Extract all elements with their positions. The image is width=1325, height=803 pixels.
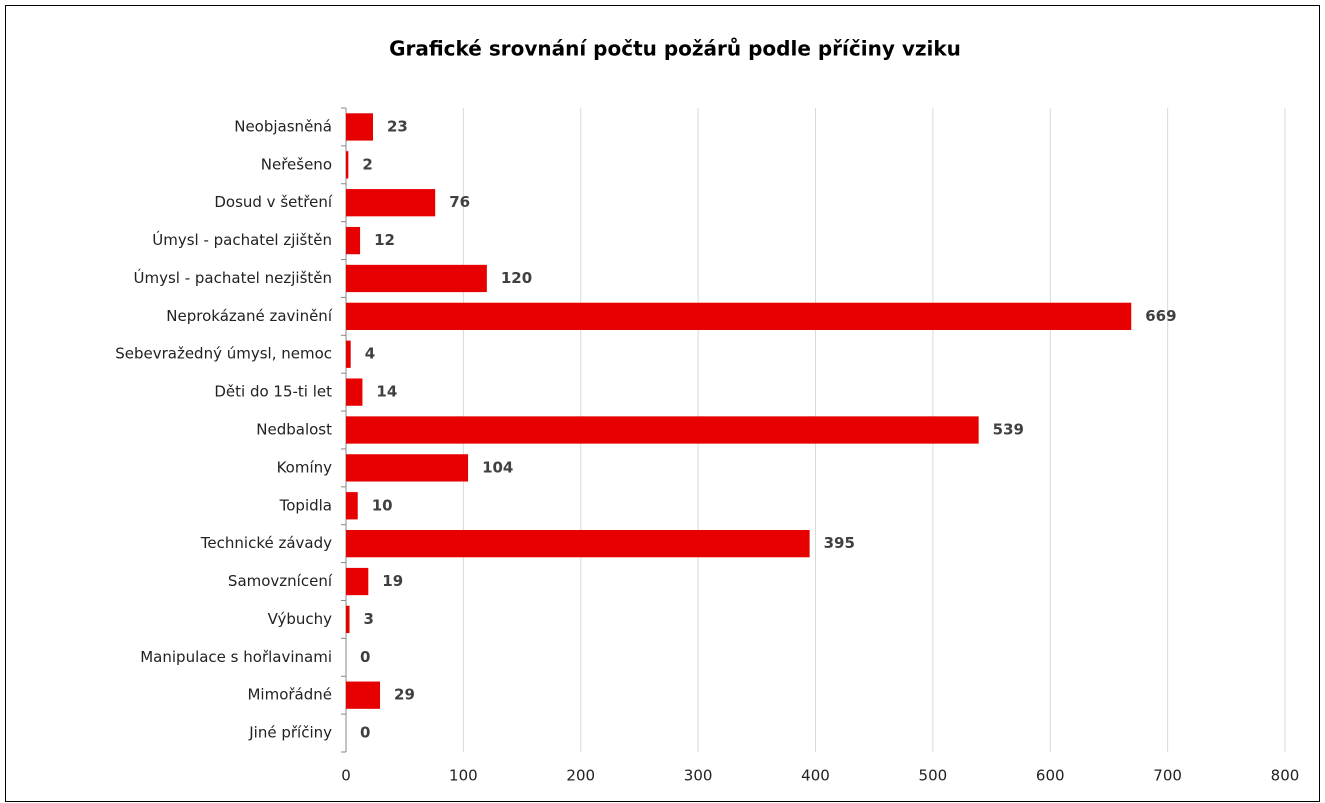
- value-label: 23: [387, 117, 408, 135]
- value-label: 10: [372, 496, 393, 514]
- chart-frame: [5, 5, 1320, 802]
- x-tick-label: 400: [801, 767, 830, 785]
- bar: [346, 378, 363, 406]
- value-label: 120: [501, 269, 532, 287]
- bar: [346, 226, 361, 255]
- bar: [346, 264, 487, 293]
- y-tick-label: Nedbalost: [256, 421, 332, 439]
- value-label: 104: [482, 458, 513, 476]
- x-tick-label: 800: [1271, 767, 1300, 785]
- y-tick-label: Neřešeno: [261, 155, 332, 173]
- value-label: 0: [360, 724, 370, 742]
- x-tick-label: 700: [1153, 767, 1182, 785]
- y-tick-label: Topidla: [279, 496, 332, 514]
- x-tick-label: 300: [684, 767, 713, 785]
- y-tick-label: Technické závady: [200, 534, 332, 552]
- y-tick-label: Neprokázané zavinění: [166, 307, 333, 325]
- bar: [346, 113, 373, 141]
- y-tick-label: Neobjasněná: [234, 117, 332, 135]
- y-tick-label: Úmysl - pachatel nezjištěn: [134, 268, 332, 287]
- value-label: 14: [376, 383, 397, 401]
- value-label: 669: [1145, 307, 1176, 325]
- bar: [346, 530, 810, 558]
- bar: [346, 151, 349, 179]
- chart-title: Grafické srovnání počtu požárů podle pří…: [389, 37, 961, 61]
- bar: [346, 567, 369, 596]
- bar: [346, 605, 350, 634]
- bar: [346, 340, 351, 368]
- value-label: 0: [360, 648, 370, 666]
- value-label: 12: [374, 231, 395, 249]
- x-tick-label: 200: [566, 767, 595, 785]
- y-tick-label: Manipulace s hořlavinami: [140, 648, 332, 666]
- y-tick-label: Sebevražedný úmysl, nemoc: [115, 345, 332, 363]
- y-tick-label: Úmysl - pachatel zjištěn: [152, 230, 332, 249]
- value-label: 2: [362, 155, 372, 173]
- bar: [346, 189, 436, 217]
- bar: [346, 302, 1132, 330]
- value-label: 76: [449, 193, 470, 211]
- value-label: 395: [824, 534, 855, 552]
- x-tick-label: 500: [919, 767, 948, 785]
- y-tick-label: Mimořádné: [247, 686, 332, 704]
- value-label: 3: [364, 610, 374, 628]
- y-tick-label: Komíny: [277, 458, 333, 476]
- value-label: 29: [394, 686, 415, 704]
- x-tick-label: 600: [1036, 767, 1065, 785]
- bar: [346, 492, 358, 520]
- y-tick-label: Jiné příčiny: [248, 724, 332, 742]
- value-label: 4: [365, 345, 375, 363]
- value-label: 19: [382, 572, 403, 590]
- y-tick-label: Výbuchy: [268, 610, 333, 628]
- x-tick-label: 100: [449, 767, 478, 785]
- y-tick-label: Samovznícení: [228, 572, 333, 590]
- bar: [346, 416, 979, 444]
- bar: [346, 681, 381, 709]
- y-tick-label: Dosud v šetření: [214, 193, 332, 211]
- value-label: 539: [993, 421, 1024, 439]
- y-tick-label: Děti do 15-ti let: [214, 383, 332, 401]
- bar: [346, 454, 469, 482]
- x-tick-label: 0: [341, 767, 351, 785]
